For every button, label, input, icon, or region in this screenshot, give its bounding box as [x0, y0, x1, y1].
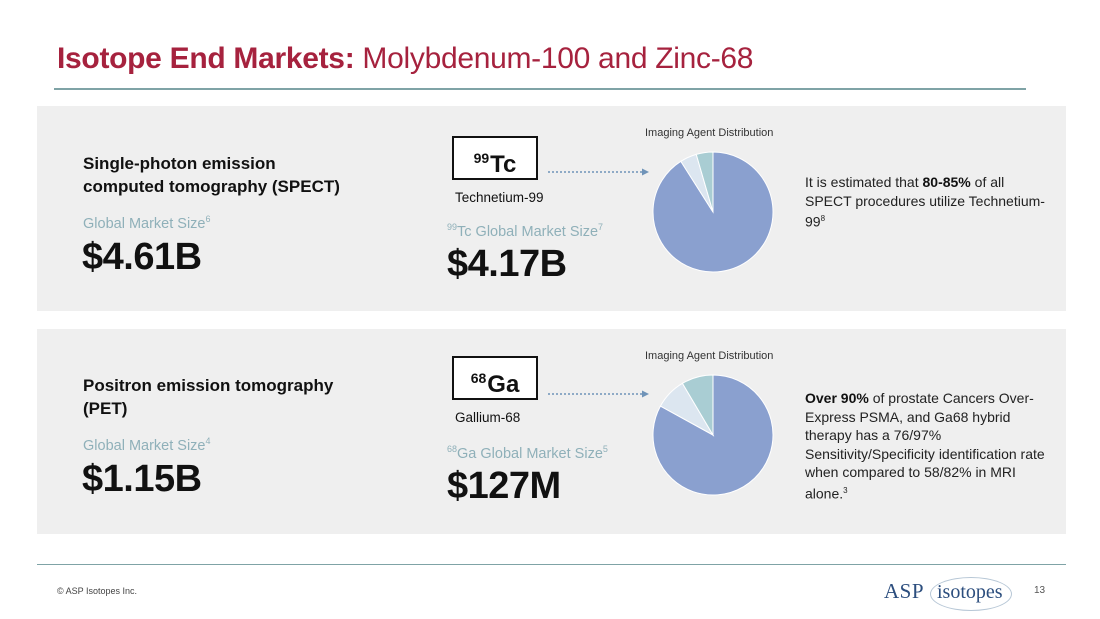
ga68-symbol: Ga — [487, 371, 520, 398]
logo-asp-text: ASP — [884, 579, 925, 603]
spect-note-post: of all SPECT procedures utilize Techneti… — [805, 174, 1045, 230]
pet-pie-chart — [652, 374, 774, 496]
tc99-element-box: 99Tc — [452, 136, 538, 180]
ga68-dotted-arrow-icon — [548, 390, 649, 398]
title-divider — [54, 88, 1026, 90]
spect-note-pre: It is estimated that — [805, 174, 923, 190]
pie-slice — [695, 151, 714, 213]
spect-market-label: Global Market Size6 — [83, 214, 211, 232]
logo-ellipse — [930, 577, 1012, 611]
spect-note-ref: 8 — [820, 214, 826, 223]
asp-isotopes-logo: ASP isotopes — [884, 574, 1012, 612]
ga68-market-ref: 5 — [602, 444, 608, 454]
ga68-element-box: 68Ga — [452, 356, 538, 400]
pet-note-ref: 3 — [843, 485, 848, 495]
spect-heading-line2: computed tomography (SPECT) — [83, 177, 340, 196]
ga68-market-value: $127M — [447, 465, 561, 507]
pet-pie-title: Imaging Agent Distribution — [645, 350, 774, 362]
spect-panel: Single-photon emission computed tomograp… — [37, 106, 1066, 311]
pet-note-bold: Over 90% — [805, 390, 869, 406]
spect-pie-chart — [652, 151, 774, 273]
pet-note-post: of prostate Cancers Over-Express PSMA, a… — [805, 390, 1045, 502]
spect-market-value: $4.61B — [82, 236, 202, 278]
page-title-bold: Isotope End Markets: — [57, 42, 355, 75]
spect-market-ref: 6 — [205, 214, 211, 224]
pet-market-label-text: Global Market Size — [83, 437, 206, 454]
tc99-symbol: Tc — [490, 151, 517, 178]
tc99-label-prefix: 99 — [447, 222, 458, 232]
ga68-mass-number: 68 — [470, 370, 487, 386]
pet-panel: Positron emission tomography (PET) Globa… — [37, 329, 1066, 534]
tc99-market-ref: 7 — [598, 222, 604, 232]
spect-note: It is estimated that 80-85% of all SPECT… — [805, 173, 1045, 231]
tc99-mass-number: 99 — [473, 150, 490, 166]
tc99-market-label: 99Tc Global Market Size7 — [447, 222, 603, 240]
tc99-dotted-arrow-icon — [548, 168, 649, 176]
spect-heading: Single-photon emission computed tomograp… — [83, 152, 340, 198]
pet-note: Over 90% of prostate Cancers Over-Expres… — [805, 389, 1045, 503]
spect-market-label-text: Global Market Size — [83, 215, 206, 232]
pet-market-ref: 4 — [205, 436, 211, 446]
copyright-text: © ASP Isotopes Inc. — [57, 586, 138, 596]
pie-slice — [681, 374, 714, 437]
ga68-market-label: 68Ga Global Market Size5 — [447, 444, 608, 462]
page-title: Isotope End Markets: Molybdenum-100 and … — [57, 42, 753, 76]
spect-pie-title: Imaging Agent Distribution — [645, 127, 774, 139]
pet-market-label: Global Market Size4 — [83, 436, 211, 454]
ga68-element-name: Gallium-68 — [455, 410, 521, 425]
tc99-element-name: Technetium-99 — [455, 190, 544, 205]
ga68-label-text: Ga Global Market Size — [457, 445, 603, 462]
logo-isotopes-text: isotopes — [937, 581, 1003, 603]
page-number: 13 — [1034, 585, 1046, 596]
pet-heading: Positron emission tomography (PET) — [83, 374, 333, 420]
ga68-label-prefix: 68 — [447, 444, 458, 454]
footer-divider — [37, 564, 1066, 565]
pet-heading-line1: Positron emission tomography — [83, 376, 334, 395]
spect-heading-line1: Single-photon emission — [83, 154, 276, 173]
spect-note-bold: 80-85% — [922, 174, 971, 190]
tc99-market-value: $4.17B — [447, 243, 567, 285]
pet-heading-line2: (PET) — [83, 399, 128, 418]
page-title-rest: Molybdenum-100 and Zinc-68 — [354, 42, 754, 75]
tc99-label-text: Tc Global Market Size — [457, 223, 599, 240]
pet-market-value: $1.15B — [82, 458, 202, 500]
